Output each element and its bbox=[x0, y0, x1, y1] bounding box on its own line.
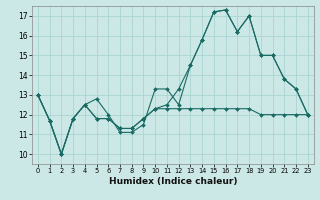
X-axis label: Humidex (Indice chaleur): Humidex (Indice chaleur) bbox=[108, 177, 237, 186]
